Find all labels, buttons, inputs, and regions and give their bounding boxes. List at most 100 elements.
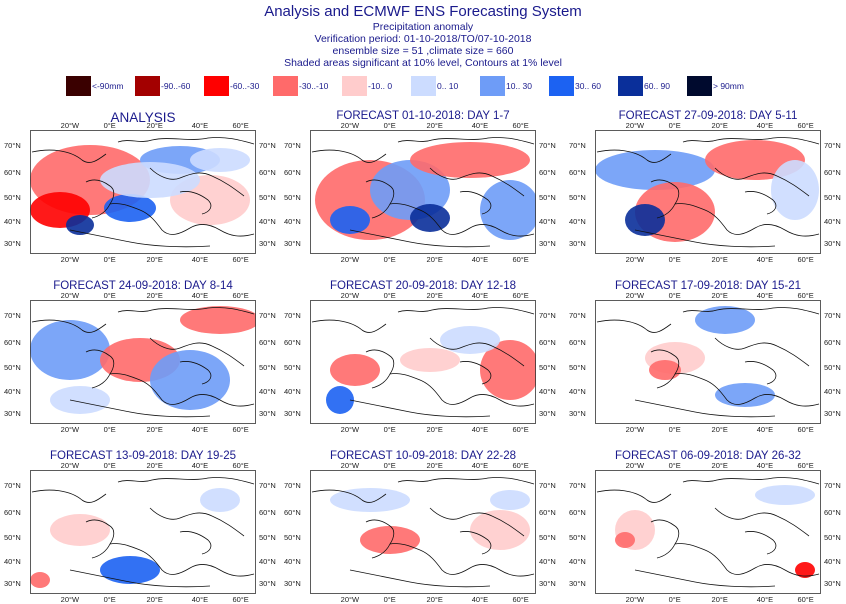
lat-tick-label: 60°N xyxy=(824,338,841,348)
anomaly-area xyxy=(104,194,156,222)
lat-tick-label: 70°N xyxy=(539,311,556,321)
anomaly-area xyxy=(330,354,380,386)
lat-tick-label: 30°N xyxy=(4,239,21,249)
lat-tick-label: 70°N xyxy=(824,481,841,491)
lon-tick-label: 0°E xyxy=(103,425,116,434)
lon-tick-label: 0°E xyxy=(668,121,681,130)
anomaly-map xyxy=(30,470,256,594)
lon-tick-label: 60°E xyxy=(512,595,529,604)
anomaly-area xyxy=(470,510,530,550)
lat-tick-label: 50°N xyxy=(569,193,586,203)
lon-tick-label: 40°E xyxy=(756,255,774,264)
lat-tick-label: 40°N xyxy=(824,556,841,566)
lat-tick-label: 40°N xyxy=(284,386,301,396)
lon-tick-label: 40°E xyxy=(756,461,774,470)
lon-tick-label: 20°E xyxy=(146,121,163,130)
lon-tick-label: 60°E xyxy=(232,121,249,130)
lon-tick-label: 60°E xyxy=(232,595,249,604)
lon-tick-label: 20°E xyxy=(146,461,163,470)
lat-tick-label: 70°N xyxy=(824,141,841,151)
anomaly-area xyxy=(330,206,370,234)
lat-tick-label: 30°N xyxy=(539,579,556,589)
map-frame xyxy=(310,300,536,424)
lat-tick-label: 50°N xyxy=(259,193,276,203)
anomaly-area xyxy=(326,386,354,414)
lon-tick-label: 40°E xyxy=(471,595,489,604)
legend-label: -10.. 0 xyxy=(368,81,393,91)
lat-tick-label: 70°N xyxy=(4,141,21,151)
lat-tick-label: 50°N xyxy=(4,193,21,203)
anomaly-map xyxy=(30,300,256,424)
lat-tick-label: 50°N xyxy=(284,363,301,373)
panel-title: FORECAST 24-09-2018: DAY 8-14 xyxy=(53,280,233,292)
anomaly-area xyxy=(480,340,536,400)
anomaly-area xyxy=(180,306,256,334)
lat-tick-label: 50°N xyxy=(824,363,841,373)
panel-title: FORECAST 27-09-2018: DAY 5-11 xyxy=(618,110,798,122)
lon-tick-label: 60°E xyxy=(232,425,249,434)
lat-tick-label: 40°N xyxy=(259,556,276,566)
lat-tick-label: 30°N xyxy=(4,409,21,419)
lon-tick-label: 40°E xyxy=(191,461,209,470)
lon-tick-label: 20°W xyxy=(625,121,645,130)
lat-tick-label: 50°N xyxy=(539,363,556,373)
lat-tick-label: 60°N xyxy=(824,508,841,518)
legend-label: 10.. 30 xyxy=(506,81,532,91)
lon-tick-label: 20°W xyxy=(625,255,645,264)
lon-tick-label: 20°E xyxy=(711,595,728,604)
subtitle: Precipitation anomaly xyxy=(372,21,474,33)
lon-tick-label: 60°E xyxy=(797,121,814,130)
anomaly-map xyxy=(30,130,256,254)
lat-tick-label: 60°N xyxy=(569,168,586,178)
lat-tick-label: 70°N xyxy=(259,311,276,321)
map-panel xyxy=(310,300,536,424)
anomaly-area xyxy=(440,326,500,354)
lon-tick-label: 40°E xyxy=(191,595,209,604)
lon-tick-label: 20°E xyxy=(426,425,443,434)
anomaly-area xyxy=(50,386,110,414)
lat-tick-label: 60°N xyxy=(259,508,276,518)
lat-tick-label: 60°N xyxy=(259,338,276,348)
lon-tick-label: 20°E xyxy=(711,255,728,264)
lat-tick-label: 60°N xyxy=(824,168,841,178)
anomaly-area xyxy=(30,572,50,588)
lat-tick-label: 40°N xyxy=(824,216,841,226)
map-panel xyxy=(310,470,536,594)
lat-tick-label: 40°N xyxy=(284,216,301,226)
lon-tick-label: 60°E xyxy=(512,291,529,300)
page-title: Analysis and ECMWF ENS Forecasting Syste… xyxy=(264,3,582,20)
legend-label: 30.. 60 xyxy=(575,81,601,91)
lon-tick-label: 40°E xyxy=(471,461,489,470)
lat-tick-label: 30°N xyxy=(259,579,276,589)
map-frame xyxy=(30,130,256,254)
map-frame xyxy=(30,470,256,594)
lon-tick-label: 40°E xyxy=(756,425,774,434)
lat-tick-label: 30°N xyxy=(569,239,586,249)
lat-tick-label: 70°N xyxy=(569,481,586,491)
lon-tick-label: 60°E xyxy=(512,255,529,264)
lon-tick-label: 0°E xyxy=(103,595,116,604)
lat-tick-label: 50°N xyxy=(569,363,586,373)
map-panel xyxy=(310,130,536,254)
lon-tick-label: 20°E xyxy=(146,425,163,434)
map-panel xyxy=(30,470,256,594)
lon-tick-label: 60°E xyxy=(232,255,249,264)
anomaly-area xyxy=(330,488,410,512)
anomaly-area xyxy=(150,350,230,410)
anomaly-area xyxy=(360,526,420,554)
lat-tick-label: 30°N xyxy=(824,579,841,589)
anomaly-area xyxy=(615,532,635,548)
lat-tick-label: 30°N xyxy=(4,579,21,589)
panel-title: FORECAST 01-10-2018: DAY 1-7 xyxy=(336,110,510,122)
lat-tick-label: 60°N xyxy=(4,338,21,348)
lat-tick-label: 60°N xyxy=(539,508,556,518)
lat-tick-label: 60°N xyxy=(4,508,21,518)
lon-tick-label: 0°E xyxy=(668,291,681,300)
lat-tick-label: 70°N xyxy=(259,481,276,491)
lat-tick-label: 30°N xyxy=(569,409,586,419)
lat-tick-label: 40°N xyxy=(539,216,556,226)
panel-title: FORECAST 13-09-2018: DAY 19-25 xyxy=(49,450,236,462)
anomaly-area xyxy=(200,488,240,512)
legend-swatch xyxy=(204,76,229,96)
coastline xyxy=(31,307,255,418)
